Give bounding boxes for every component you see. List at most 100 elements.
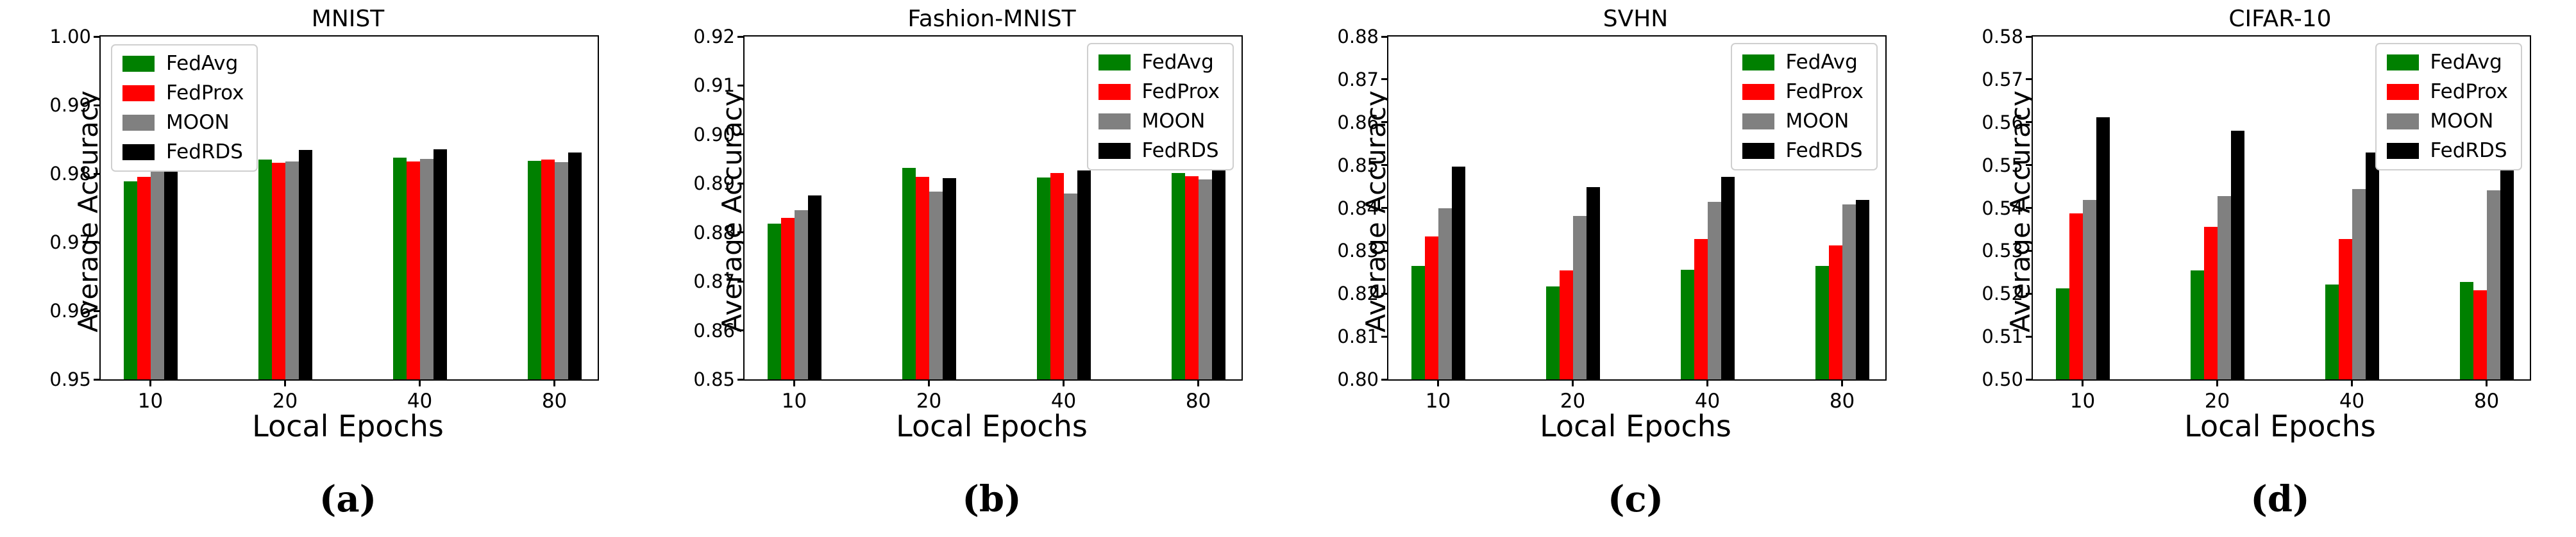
bar-fedrds-epochs-10 — [807, 195, 821, 379]
bar-fedrds-epochs-40 — [433, 149, 447, 379]
y-tick — [1381, 378, 1387, 381]
bar-fedavg-epochs-40 — [392, 158, 407, 379]
bar-moon-epochs-80 — [554, 161, 568, 379]
chart-panel-cifar-10: CIFAR-10 Average Accuracy 0.50 0.51 0.52 0.… — [1932, 0, 2576, 537]
legend-row-fedavg: FedAvg — [2386, 51, 2508, 74]
fedavg-color-swatch — [1098, 54, 1131, 70]
x-tick-label: 10 — [137, 390, 164, 413]
y-tick — [737, 133, 743, 136]
bar-fedprox-epochs-10 — [137, 177, 151, 379]
y-tick — [2026, 249, 2032, 252]
y-tick-label: 0.52 — [1982, 283, 2023, 305]
fedrds-color-swatch — [2386, 143, 2419, 159]
legend-row-moon: MOON — [1098, 111, 1220, 132]
x-tick-label: 20 — [2204, 390, 2230, 413]
bar-fedavg-epochs-80 — [1815, 265, 1829, 379]
y-tick-label: 0.89 — [693, 172, 735, 195]
legend-row-fedrds: FedRDS — [1098, 139, 1220, 162]
bar-fedavg-epochs-80 — [527, 160, 541, 379]
y-tick — [737, 280, 743, 283]
bar-fedrds-epochs-10 — [164, 156, 178, 379]
y-tick — [94, 241, 99, 244]
bar-fedprox-epochs-40 — [1050, 173, 1064, 379]
bar-fedavg-epochs-20 — [902, 167, 916, 379]
bar-fedavg-epochs-20 — [258, 159, 272, 379]
bar-moon-epochs-20 — [1572, 215, 1587, 379]
bar-fedavg-epochs-80 — [2459, 282, 2473, 379]
plot-area: 0.50 0.51 0.52 0.53 0.54 0.55 0.56 0.57 0.58 10 20… — [1982, 27, 2531, 412]
legend-label: FedRDS — [1141, 139, 1219, 162]
legend-row-moon: MOON — [1742, 111, 1864, 132]
subfigure-label: (b) — [962, 478, 1022, 520]
bar-moon-epochs-80 — [1198, 179, 1212, 379]
bar-moon-epochs-10 — [794, 210, 808, 379]
moon-color-swatch — [1098, 113, 1131, 129]
bar-fedrds-epochs-20 — [298, 149, 312, 379]
y-tick — [737, 35, 743, 38]
fedavg-color-swatch — [2386, 54, 2419, 70]
y-tick-label: 0.86 — [693, 319, 735, 342]
y-tick-label: 0.58 — [1982, 26, 2023, 47]
y-tick — [1381, 207, 1387, 209]
y-tick — [94, 378, 99, 381]
y-tick-label: 0.84 — [1337, 197, 1379, 219]
bar-fedprox-epochs-20 — [915, 177, 929, 379]
fedavg-color-swatch — [122, 56, 155, 72]
bar-fedrds-epochs-80 — [1211, 167, 1225, 379]
legend-row-fedrds: FedRDS — [2386, 140, 2508, 161]
x-tick-label: 40 — [1050, 390, 1077, 413]
y-tick-label: 0.85 — [693, 368, 735, 390]
plot-area: 0.80 0.81 0.82 0.83 0.84 0.85 0.86 0.87 0.88 10 20… — [1337, 27, 1887, 412]
legend-label: MOON — [1785, 110, 1849, 133]
legend-label: FedProx — [1141, 80, 1220, 103]
y-tick-label: 0.92 — [693, 26, 735, 47]
y-tick-label: 0.85 — [1337, 154, 1379, 176]
x-tick — [2216, 381, 2219, 386]
moon-color-swatch — [1742, 113, 1774, 129]
x-tick-label: 40 — [2339, 390, 2365, 413]
legend-label: FedAvg — [2430, 51, 2502, 74]
y-tick-label: 0.50 — [1982, 368, 2023, 390]
y-tick-label: 0.86 — [1337, 111, 1379, 133]
bar-fedrds-epochs-10 — [2096, 117, 2110, 379]
legend-row-fedprox: FedProx — [2386, 81, 2508, 103]
bar-fedprox-epochs-40 — [1694, 238, 1708, 379]
y-tick-label: 0.97 — [49, 231, 91, 253]
y-tick-label: 0.99 — [49, 94, 91, 116]
subfigure-label: (a) — [319, 478, 377, 520]
bar-fedavg-epochs-80 — [1171, 172, 1185, 379]
y-tick-label: 0.57 — [1982, 68, 2023, 90]
x-tick-label: 10 — [1425, 390, 1451, 413]
bar-fedrds-epochs-20 — [1586, 186, 1600, 379]
y-tick-label: 1.00 — [49, 26, 91, 47]
x-tick-label: 20 — [1560, 390, 1586, 413]
bar-fedprox-epochs-20 — [2203, 226, 2218, 379]
bar-moon-epochs-40 — [419, 158, 434, 379]
bar-fedavg-epochs-10 — [2055, 288, 2069, 379]
legend-label: MOON — [2430, 110, 2494, 133]
x-tick-label: 80 — [1185, 390, 1211, 413]
y-tick — [1381, 35, 1387, 38]
legend-row-fedprox: FedProx — [1742, 81, 1864, 103]
fedprox-color-swatch — [122, 85, 155, 101]
bar-moon-epochs-20 — [2217, 196, 2231, 379]
chart-title: Fashion-MNIST — [907, 6, 1076, 32]
bar-fedavg-epochs-40 — [1036, 178, 1050, 379]
legend-label: FedAvg — [166, 52, 239, 75]
x-tick — [284, 381, 287, 386]
bar-fedrds-epochs-80 — [568, 152, 582, 379]
bar-fedprox-epochs-10 — [2069, 213, 2083, 379]
x-tick-label: 20 — [272, 390, 298, 413]
y-tick — [2026, 164, 2032, 167]
y-tick — [737, 378, 743, 381]
bar-moon-epochs-40 — [2352, 189, 2366, 379]
x-tick — [2351, 381, 2353, 386]
chart-title: CIFAR-10 — [2228, 6, 2332, 32]
plot-area: 0.95 0.96 0.97 0.98 0.99 1.00 10 20 40 80 FedAvg Fe… — [49, 27, 599, 412]
bar-fedprox-epochs-80 — [541, 159, 555, 379]
x-tick-label: 80 — [2473, 390, 2500, 413]
y-tick-label: 0.51 — [1982, 326, 2023, 348]
y-tick-label: 0.80 — [1337, 368, 1379, 390]
x-tick — [1197, 381, 1200, 386]
bar-fedrds-epochs-20 — [942, 178, 956, 379]
